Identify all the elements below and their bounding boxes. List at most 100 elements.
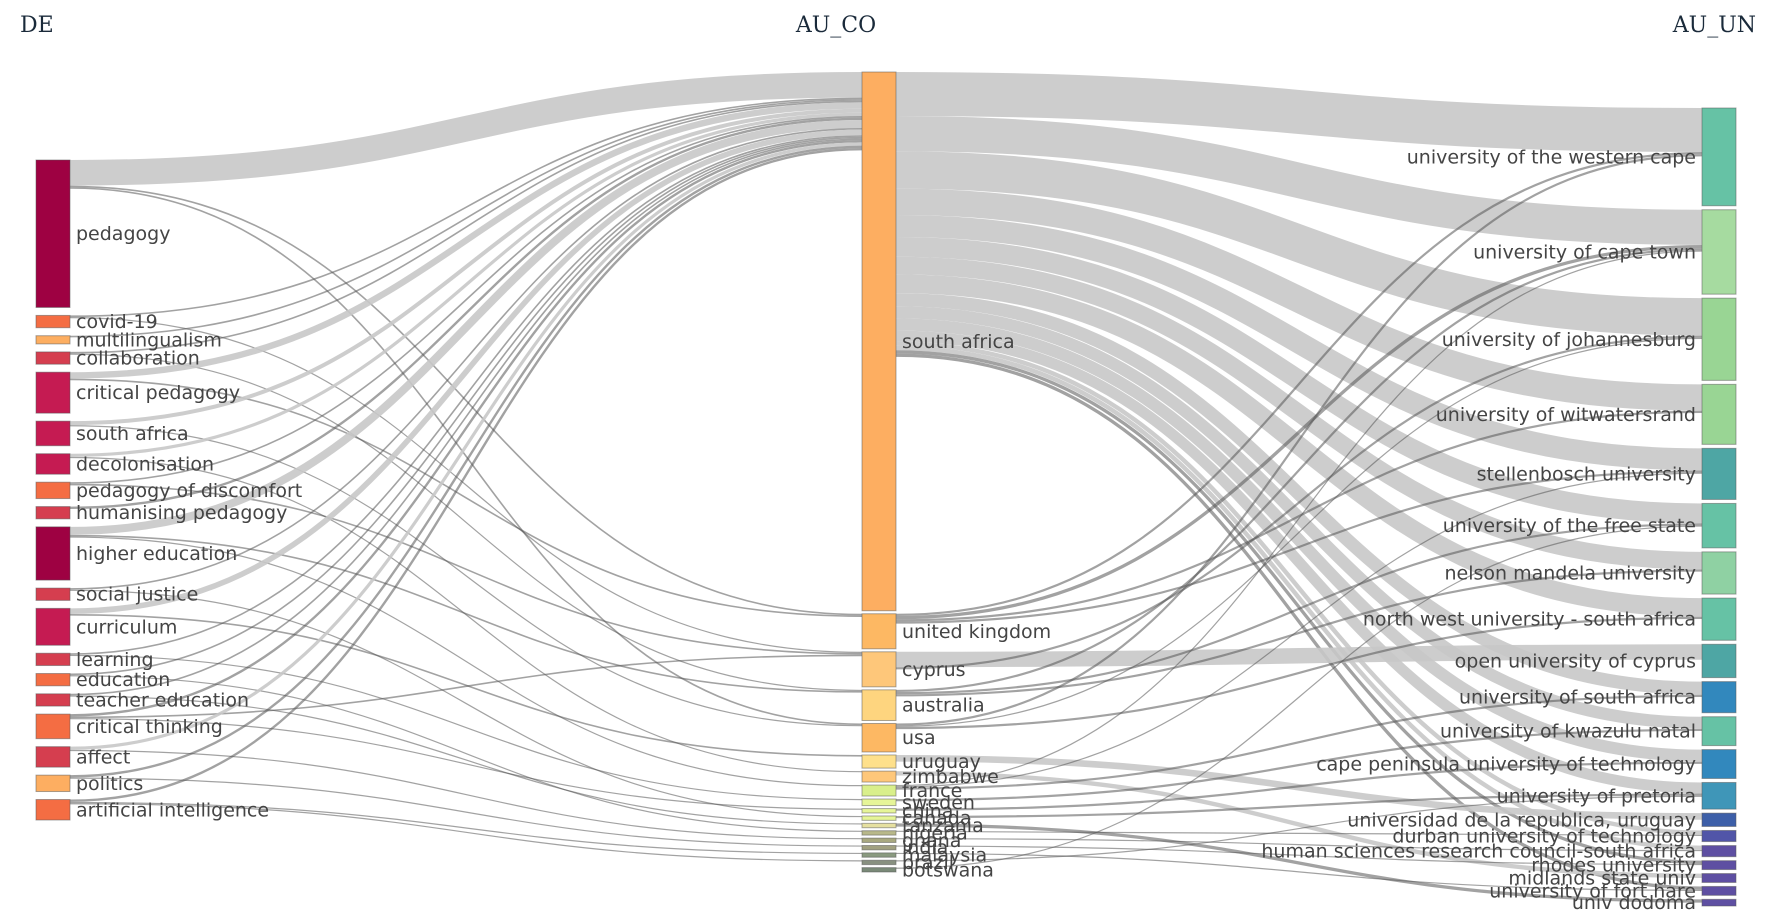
sankey-link[interactable] bbox=[895, 830, 1703, 837]
sankey-link[interactable] bbox=[69, 483, 863, 655]
sankey-link[interactable] bbox=[69, 675, 863, 832]
sankey-link[interactable] bbox=[895, 838, 1703, 852]
sankey-link[interactable] bbox=[69, 536, 863, 787]
sankey-node[interactable] bbox=[1701, 209, 1737, 295]
sankey-link[interactable] bbox=[69, 128, 863, 590]
sankey-link[interactable] bbox=[895, 350, 1703, 864]
sankey-node[interactable] bbox=[35, 713, 71, 740]
sankey-node[interactable] bbox=[1701, 812, 1737, 827]
sankey-node[interactable] bbox=[35, 159, 71, 308]
sankey-link[interactable] bbox=[69, 97, 863, 318]
sankey-link[interactable] bbox=[895, 337, 1703, 727]
sankey-node[interactable] bbox=[1701, 860, 1737, 871]
sankey-node[interactable] bbox=[35, 420, 71, 447]
sankey-node[interactable] bbox=[861, 837, 897, 843]
sankey-link[interactable] bbox=[69, 138, 863, 696]
sankey-link[interactable] bbox=[69, 613, 863, 757]
sankey-link[interactable] bbox=[895, 244, 1703, 620]
sankey-link[interactable] bbox=[895, 470, 1703, 624]
sankey-node[interactable] bbox=[35, 693, 71, 707]
sankey-link[interactable] bbox=[895, 116, 1703, 245]
sankey-link[interactable] bbox=[895, 694, 1703, 790]
sankey-node[interactable] bbox=[35, 314, 71, 329]
sankey-node[interactable] bbox=[35, 746, 71, 768]
sankey-link[interactable] bbox=[69, 145, 863, 778]
sankey-link[interactable] bbox=[69, 112, 863, 457]
sankey-link[interactable] bbox=[895, 771, 1703, 878]
sankey-node[interactable] bbox=[1701, 716, 1737, 747]
sankey-link[interactable] bbox=[895, 410, 1703, 622]
sankey-node[interactable] bbox=[861, 689, 897, 721]
sankey-link[interactable] bbox=[69, 102, 863, 379]
sankey-link[interactable] bbox=[895, 823, 1703, 903]
sankey-link[interactable] bbox=[895, 248, 1703, 693]
sankey-link[interactable] bbox=[895, 852, 1703, 891]
sankey-link[interactable] bbox=[895, 341, 1703, 835]
sankey-link[interactable] bbox=[895, 237, 1703, 524]
sankey-node[interactable] bbox=[861, 770, 897, 783]
sankey-node[interactable] bbox=[1701, 107, 1737, 207]
sankey-link[interactable] bbox=[69, 749, 863, 840]
sankey-node[interactable] bbox=[1701, 781, 1737, 810]
sankey-link[interactable] bbox=[895, 472, 1703, 788]
sankey-link[interactable] bbox=[69, 185, 863, 616]
sankey-link[interactable] bbox=[895, 795, 1703, 862]
sankey-link[interactable] bbox=[69, 99, 863, 338]
sankey-node[interactable] bbox=[1701, 383, 1737, 445]
sankey-link[interactable] bbox=[895, 616, 1703, 730]
sankey-link[interactable] bbox=[895, 151, 1703, 336]
sankey-node[interactable] bbox=[35, 335, 71, 345]
sankey-node[interactable] bbox=[35, 481, 71, 500]
sankey-node[interactable] bbox=[861, 798, 897, 807]
sankey-link[interactable] bbox=[69, 187, 863, 726]
sankey-node[interactable] bbox=[861, 754, 897, 769]
sankey-link[interactable] bbox=[69, 120, 863, 535]
sankey-link[interactable] bbox=[69, 135, 863, 655]
sankey-link[interactable] bbox=[69, 116, 863, 484]
sankey-link[interactable] bbox=[69, 378, 863, 617]
sankey-link[interactable] bbox=[895, 525, 1703, 869]
sankey-node[interactable] bbox=[861, 830, 897, 836]
sankey-node[interactable] bbox=[35, 351, 71, 365]
sankey-link[interactable] bbox=[895, 274, 1703, 617]
sankey-link[interactable] bbox=[69, 140, 863, 717]
sankey-node[interactable] bbox=[1701, 873, 1737, 883]
sankey-node[interactable] bbox=[861, 867, 897, 873]
sankey-link[interactable] bbox=[895, 215, 1703, 471]
sankey-link[interactable] bbox=[895, 188, 1703, 411]
sankey-link[interactable] bbox=[69, 718, 863, 810]
sankey-node[interactable] bbox=[35, 673, 71, 687]
sankey-node[interactable] bbox=[861, 722, 897, 753]
sankey-link[interactable] bbox=[69, 695, 863, 825]
sankey-link[interactable] bbox=[895, 754, 1703, 820]
sankey-link[interactable] bbox=[895, 845, 1703, 866]
sankey-node[interactable] bbox=[861, 784, 897, 797]
sankey-node[interactable] bbox=[35, 526, 71, 581]
sankey-link[interactable] bbox=[895, 154, 1703, 726]
sankey-node[interactable] bbox=[861, 859, 897, 866]
sankey-node[interactable] bbox=[1701, 898, 1737, 907]
sankey-link[interactable] bbox=[69, 108, 863, 426]
sankey-link[interactable] bbox=[895, 293, 1703, 695]
sankey-node[interactable] bbox=[861, 844, 897, 851]
sankey-link[interactable] bbox=[69, 72, 863, 186]
sankey-node[interactable] bbox=[1701, 597, 1737, 641]
sankey-link[interactable] bbox=[895, 644, 1703, 668]
sankey-node[interactable] bbox=[861, 822, 897, 829]
sankey-link[interactable] bbox=[895, 353, 1703, 890]
sankey-node[interactable] bbox=[35, 774, 71, 793]
sankey-link[interactable] bbox=[895, 523, 1703, 695]
sankey-node[interactable] bbox=[861, 71, 897, 612]
sankey-link[interactable] bbox=[895, 256, 1703, 570]
sankey-link[interactable] bbox=[69, 129, 863, 614]
sankey-link[interactable] bbox=[69, 777, 863, 847]
sankey-node[interactable] bbox=[35, 607, 71, 646]
sankey-node[interactable] bbox=[1701, 502, 1737, 549]
sankey-node[interactable] bbox=[1701, 749, 1737, 779]
sankey-link[interactable] bbox=[895, 569, 1703, 697]
sankey-node[interactable] bbox=[35, 587, 71, 601]
sankey-link[interactable] bbox=[895, 761, 1703, 811]
sankey-node[interactable] bbox=[35, 652, 71, 667]
sankey-link[interactable] bbox=[895, 330, 1703, 794]
sankey-node[interactable] bbox=[1701, 829, 1737, 843]
